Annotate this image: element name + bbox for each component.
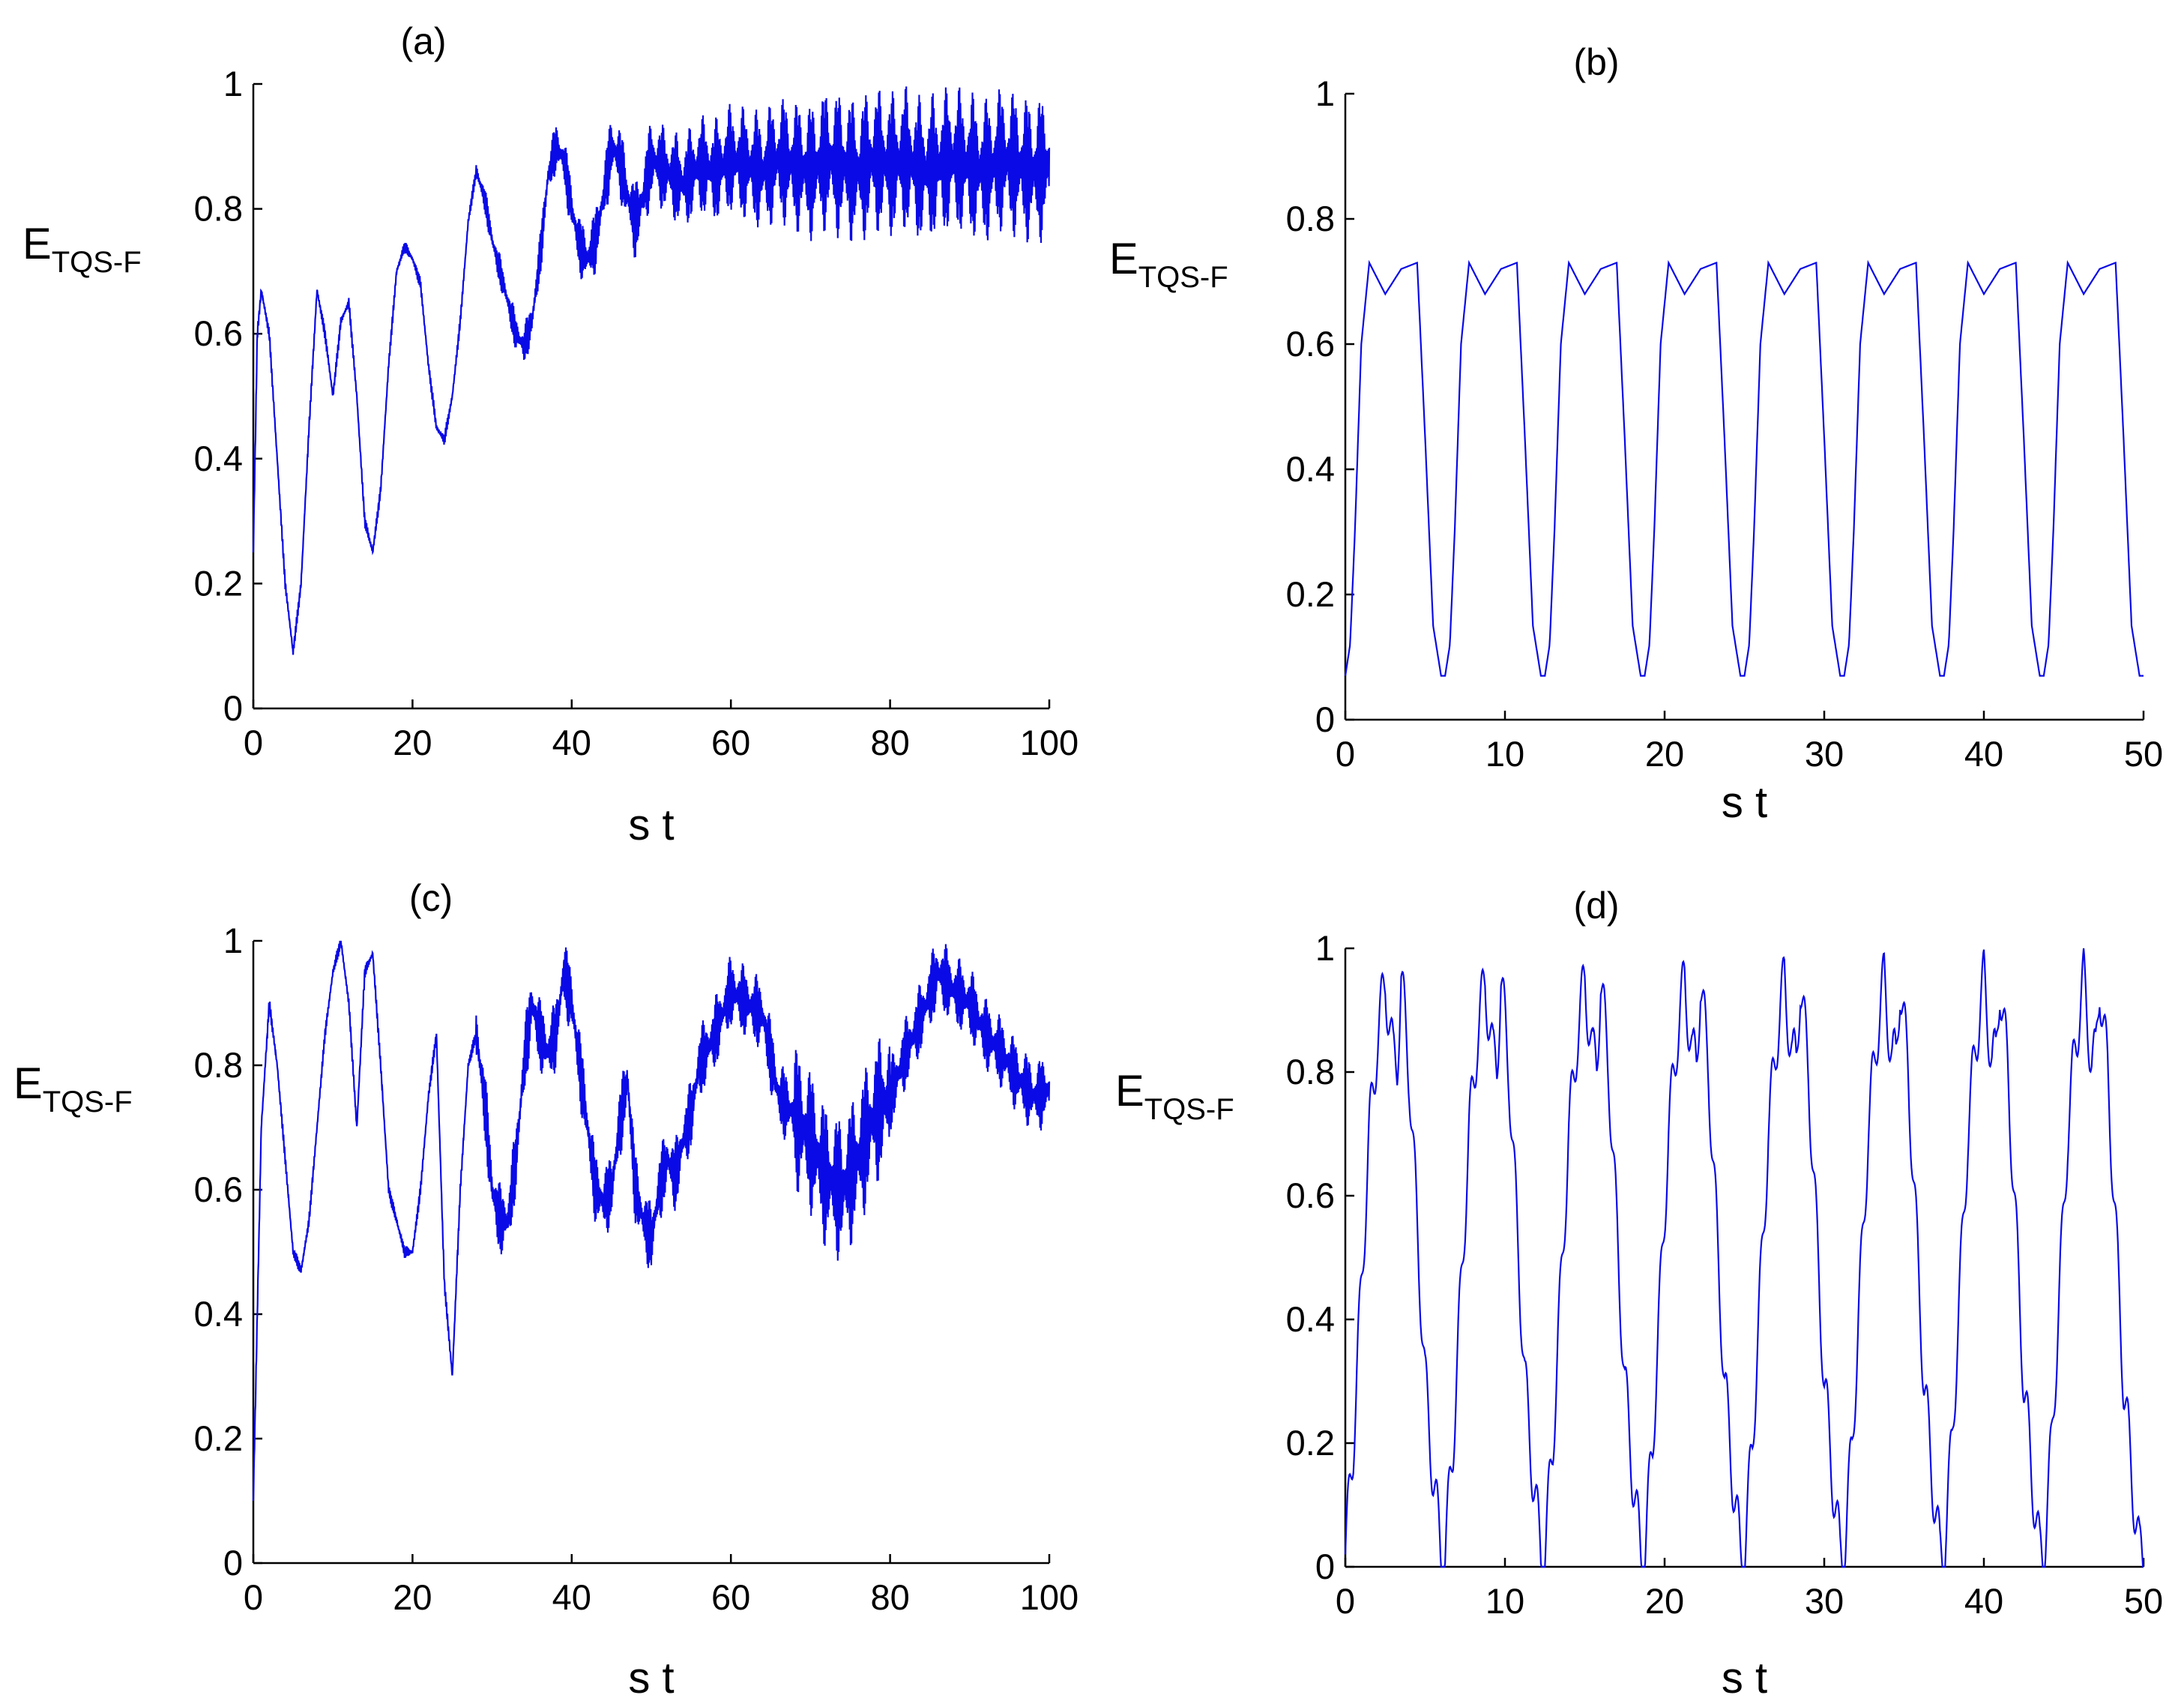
panel-title: (a) [400,20,446,62]
y-tick-label: 0.6 [1286,324,1335,364]
y-axis-label-main: E [1109,235,1138,283]
y-tick-label: 0.4 [1286,1299,1335,1339]
y-axis-label-main: E [22,220,52,268]
x-tick-label: 20 [393,723,432,762]
x-tick-label: 40 [552,723,591,762]
x-tick-label: 80 [870,723,909,762]
panel-title: (d) [1573,885,1619,927]
y-tick-label: 1 [223,921,243,960]
series-line [252,86,1051,655]
series-line [1344,259,2144,677]
y-axis-label: ETQS-F [13,1059,133,1119]
x-axis-label: s t [628,1654,674,1703]
x-axis-label: s t [1722,1654,1767,1703]
x-tick-label: 50 [2124,1581,2163,1621]
y-axis-label-sub: TQS-F [43,1086,133,1119]
x-tick-label: 0 [244,1577,263,1617]
x-tick-label: 0 [1336,734,1355,774]
y-tick-label: 0.2 [194,1418,243,1458]
panel-c: 0 20 40 60 80 100 0 0.2 0.4 0.6 0.8 1 (c) s t ETQS-F [13,877,1079,1703]
x-tick-label: 0 [1336,1581,1355,1621]
x-tick-label: 100 [1020,1577,1079,1617]
x-tick-label: 10 [1485,1581,1524,1621]
series-line [252,940,1051,1502]
y-tick-label: 0 [1315,1547,1335,1586]
y-axis-label: ETQS-F [1109,235,1228,294]
x-tick-label: 80 [870,1577,909,1617]
panel-d: 0 10 20 30 40 50 0 0.2 0.4 0.6 0.8 1 (d) s t ETQS-F [1115,885,2163,1703]
x-tick-label: 60 [711,1577,750,1617]
y-tick-label: 1 [1315,73,1335,113]
x-tick-label: 20 [393,1577,432,1617]
y-tick-label: 0.8 [1286,1052,1335,1092]
x-axis-label: s t [1722,778,1767,827]
x-tick-label: 20 [1645,734,1684,774]
y-tick-label: 0.2 [194,563,243,603]
y-tick-label: 0.6 [194,1169,243,1209]
panel-a: 0 20 40 60 80 100 0 0.2 0.4 0.6 0.8 1 (a) s t ETQS-F [22,20,1079,849]
y-axis-label-sub: TQS-F [52,246,142,279]
y-tick-label: 0.6 [1286,1175,1335,1215]
x-axis-label: s t [628,801,674,849]
y-tick-label: 0 [223,688,243,728]
series-line [1344,948,2144,1568]
x-tick-label: 0 [244,723,263,762]
x-tick-label: 30 [1805,734,1844,774]
y-tick-label: 0.4 [1286,449,1335,489]
y-axis-label-sub: TQS-F [1138,261,1228,294]
y-tick-label: 0.4 [194,1294,243,1334]
y-axis-label-main: E [13,1059,43,1108]
panel-title: (b) [1573,41,1619,83]
y-tick-label: 0.4 [194,439,243,478]
x-tick-label: 40 [552,1577,591,1617]
panel-b: 0 10 20 30 40 50 0 0.2 0.4 0.6 0.8 1 (b) s t ETQS-F [1109,41,2163,827]
x-tick-label: 100 [1020,723,1079,762]
y-tick-label: 1 [1315,928,1335,968]
y-tick-label: 0.8 [194,189,243,229]
y-tick-label: 0 [223,1543,243,1583]
panel-title: (c) [409,877,453,919]
y-axis-label-main: E [1115,1067,1144,1116]
y-axis-label: ETQS-F [1115,1067,1234,1126]
x-tick-label: 60 [711,723,750,762]
x-tick-label: 30 [1805,1581,1844,1621]
y-tick-label: 0 [1315,699,1335,739]
y-tick-label: 0.8 [194,1045,243,1085]
x-tick-label: 20 [1645,1581,1684,1621]
y-tick-label: 0.2 [1286,574,1335,614]
y-axis-label-sub: TQS-F [1144,1093,1234,1126]
y-tick-label: 0.6 [194,313,243,353]
x-tick-label: 10 [1485,734,1524,774]
y-tick-label: 0.8 [1286,199,1335,238]
y-axis-label: ETQS-F [22,220,142,279]
y-tick-label: 1 [223,64,243,103]
x-tick-label: 40 [1964,1581,2003,1621]
y-tick-label: 0.2 [1286,1423,1335,1463]
x-tick-label: 40 [1964,734,2003,774]
x-tick-label: 50 [2124,734,2163,774]
